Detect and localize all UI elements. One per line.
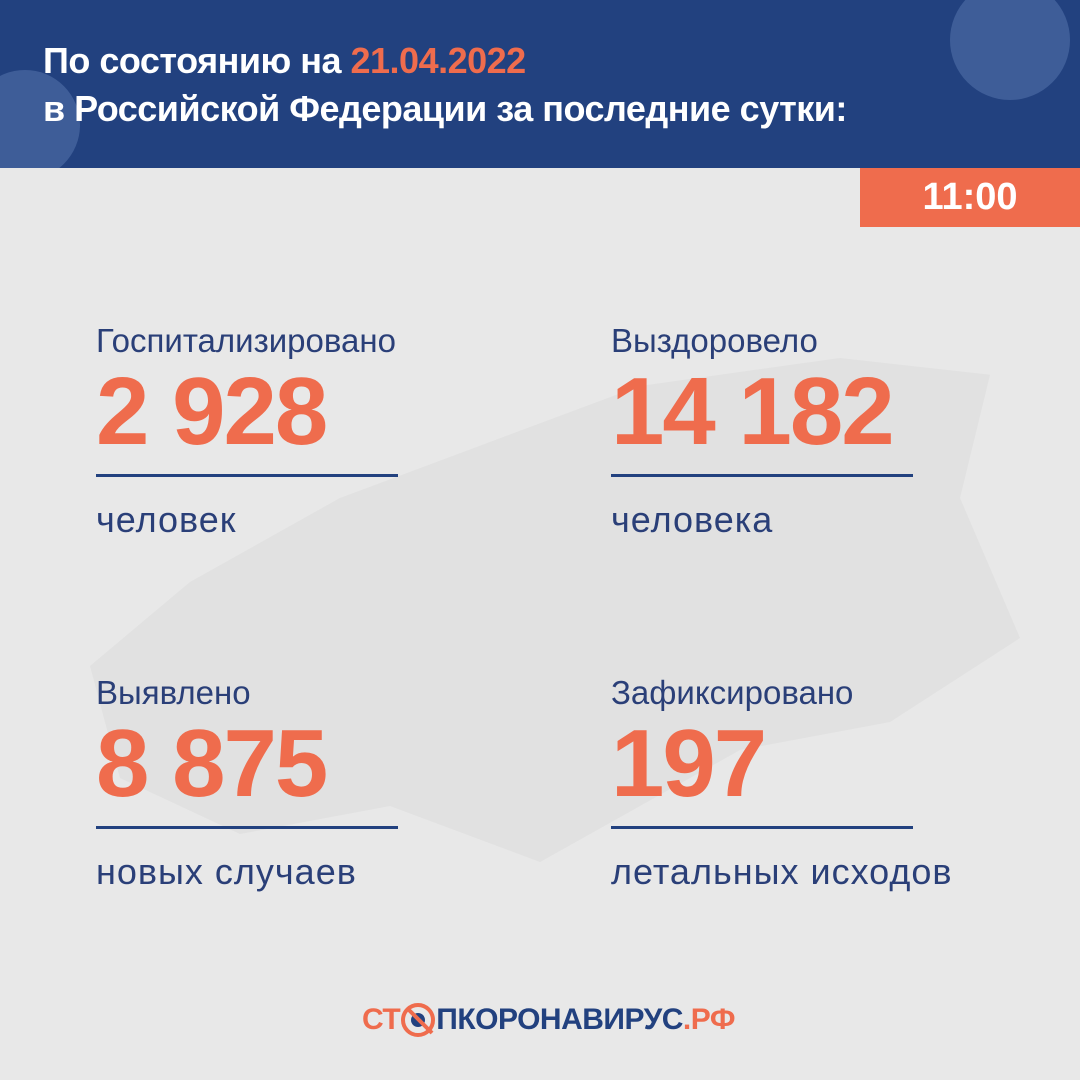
virus-decoration-icon [950,0,1070,100]
stat-unit: человека [611,499,774,540]
divider [96,826,398,829]
stat-deaths: Зафиксировано 197 летальных исходов [611,674,953,893]
report-date: 21.04.2022 [350,40,527,81]
title-line-2: в Российской Федерации за последние сутк… [43,88,847,129]
divider [611,474,913,477]
logo-text-1: СТ [362,1003,401,1036]
stat-label: Зафиксировано [611,674,854,711]
stopcoronavirus-logo: СТ ПКОРОНАВИРУС .РФ [362,1003,735,1037]
header-banner: По состоянию на 21.04.2022 в Российской … [0,0,1080,168]
stat-unit: новых случаев [96,851,357,892]
stat-value: 2 928 [96,358,328,465]
stat-value: 197 [611,710,767,817]
crossed-virus-icon [401,1003,436,1037]
stat-detected: Выявлено 8 875 новых случаев [96,674,416,893]
report-time-badge: 11:00 [860,168,1080,227]
divider [96,474,398,477]
stat-value: 8 875 [96,710,328,817]
stat-unit: человек [96,499,237,540]
divider [611,826,913,829]
stat-hospitalized: Госпитализировано 2 928 человек [96,322,416,541]
stat-recovered: Выздоровело 14 182 человека [611,322,931,541]
stat-unit: летальных исходов [611,851,953,892]
stat-label: Госпитализировано [96,322,396,359]
logo-text-3: .РФ [682,1003,736,1036]
stat-label: Выявлено [96,674,251,711]
logo-text-2: ПКОРОНАВИРУС [436,1003,683,1036]
stat-label: Выздоровело [611,322,818,359]
title-line-1: По состоянию на 21.04.2022 [43,40,527,81]
stat-value: 14 182 [611,358,895,465]
